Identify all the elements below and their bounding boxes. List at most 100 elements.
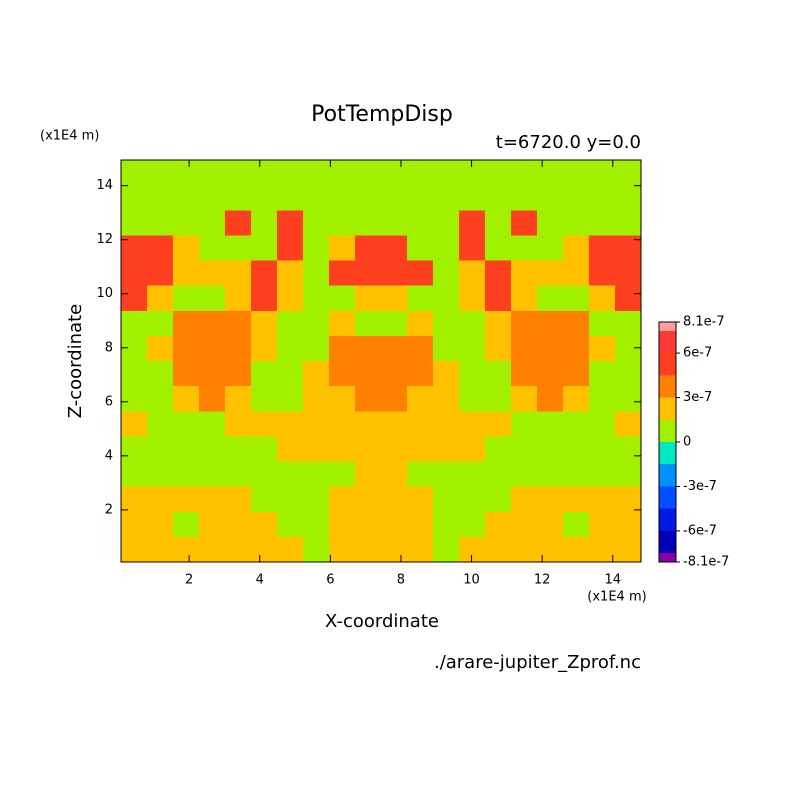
- contour-cell: [459, 335, 486, 362]
- contour-cell: [355, 436, 382, 462]
- contour-cell: [433, 386, 460, 412]
- contour-cell: [121, 361, 148, 387]
- contour-cell: [355, 160, 382, 186]
- contour-cell: [537, 436, 564, 462]
- contour-cell: [173, 386, 200, 412]
- colorbar-band: [659, 353, 676, 376]
- contour-cell: [537, 511, 564, 538]
- contour-cell: [199, 285, 226, 312]
- contour-cell: [173, 536, 200, 563]
- contour-cell: [615, 285, 642, 312]
- colorbar-band: [659, 375, 676, 398]
- contour-cell: [277, 235, 304, 261]
- contour-cell: [199, 210, 226, 236]
- contour-cell: [303, 436, 330, 462]
- contour-cell: [485, 260, 512, 287]
- contour-cell: [277, 486, 304, 513]
- contour-cell: [303, 210, 330, 236]
- contour-cell: [173, 335, 200, 362]
- contour-cell: [199, 160, 226, 186]
- contour-cell: [537, 335, 564, 362]
- contour-cell: [407, 160, 434, 186]
- contour-cell: [537, 486, 564, 513]
- contour-cell: [563, 160, 590, 186]
- contour-cell: [485, 335, 512, 362]
- colorbar-tick-label: -3e-7: [683, 479, 717, 494]
- contour-cell: [381, 160, 408, 186]
- contour-cell: [355, 285, 382, 312]
- colorbar-tick-label: 8.1e-7: [683, 315, 725, 330]
- contour-cell: [433, 285, 460, 312]
- contour-cell: [251, 285, 278, 312]
- contour-cell: [381, 411, 408, 437]
- contour-cell: [381, 285, 408, 312]
- contour-cell: [589, 536, 616, 563]
- contour-cell: [511, 386, 538, 412]
- contour-cell: [511, 461, 538, 488]
- contour-cell: [277, 185, 304, 211]
- contour-cell: [121, 185, 148, 211]
- contour-cell: [381, 361, 408, 387]
- contour-cell: [381, 210, 408, 236]
- colorbar-band: [659, 553, 676, 562]
- contour-cell: [199, 461, 226, 488]
- contour-cell: [173, 235, 200, 261]
- contour-cell: [303, 310, 330, 337]
- contour-cell: [225, 335, 252, 362]
- contour-cell: [537, 411, 564, 437]
- contour-cell: [589, 436, 616, 462]
- contour-cell: [329, 536, 356, 563]
- contour-cell: [433, 511, 460, 538]
- contour-field: [121, 160, 642, 563]
- contour-cell: [511, 511, 538, 538]
- chart-title: PotTempDisp: [311, 102, 453, 127]
- contour-cell: [485, 285, 512, 312]
- contour-cell: [615, 436, 642, 462]
- contour-cell: [173, 160, 200, 186]
- contour-cell: [511, 411, 538, 437]
- contour-cell: [329, 411, 356, 437]
- contour-cell: [589, 511, 616, 538]
- contour-cell: [433, 260, 460, 287]
- y-tick-label: 2: [105, 502, 113, 517]
- contour-cell: [121, 160, 148, 186]
- contour-cell: [511, 486, 538, 513]
- contour-cell: [563, 310, 590, 337]
- contour-cell: [407, 386, 434, 412]
- contour-cell: [615, 386, 642, 412]
- contour-cell: [355, 185, 382, 211]
- contour-cell: [251, 436, 278, 462]
- contour-cell: [199, 436, 226, 462]
- contour-cell: [147, 235, 174, 261]
- contour-cell: [251, 160, 278, 186]
- contour-cell: [251, 511, 278, 538]
- contour-cell: [329, 361, 356, 387]
- contour-cell: [433, 411, 460, 437]
- contour-cell: [407, 285, 434, 312]
- contour-cell: [303, 536, 330, 563]
- contour-cell: [199, 386, 226, 412]
- contour-cell: [199, 235, 226, 261]
- contour-cell: [459, 235, 486, 261]
- contour-cell: [173, 260, 200, 287]
- contour-cell: [147, 486, 174, 513]
- contour-cell: [511, 160, 538, 186]
- contour-cell: [329, 310, 356, 337]
- contour-cell: [225, 486, 252, 513]
- contour-cell: [121, 335, 148, 362]
- colorbar-tick-label: -8.1e-7: [683, 555, 729, 570]
- contour-cell: [303, 461, 330, 488]
- contour-cell: [225, 285, 252, 312]
- contour-cell: [563, 185, 590, 211]
- contour-cell: [589, 185, 616, 211]
- x-unit: (x1E4 m): [587, 590, 646, 605]
- contour-cell: [355, 361, 382, 387]
- contour-cell: [225, 411, 252, 437]
- contour-cell: [511, 361, 538, 387]
- contour-cell: [199, 411, 226, 437]
- colorbar-band: [659, 442, 676, 465]
- contour-cell: [251, 386, 278, 412]
- contour-cell: [173, 486, 200, 513]
- contour-cell: [251, 411, 278, 437]
- contour-cell: [277, 335, 304, 362]
